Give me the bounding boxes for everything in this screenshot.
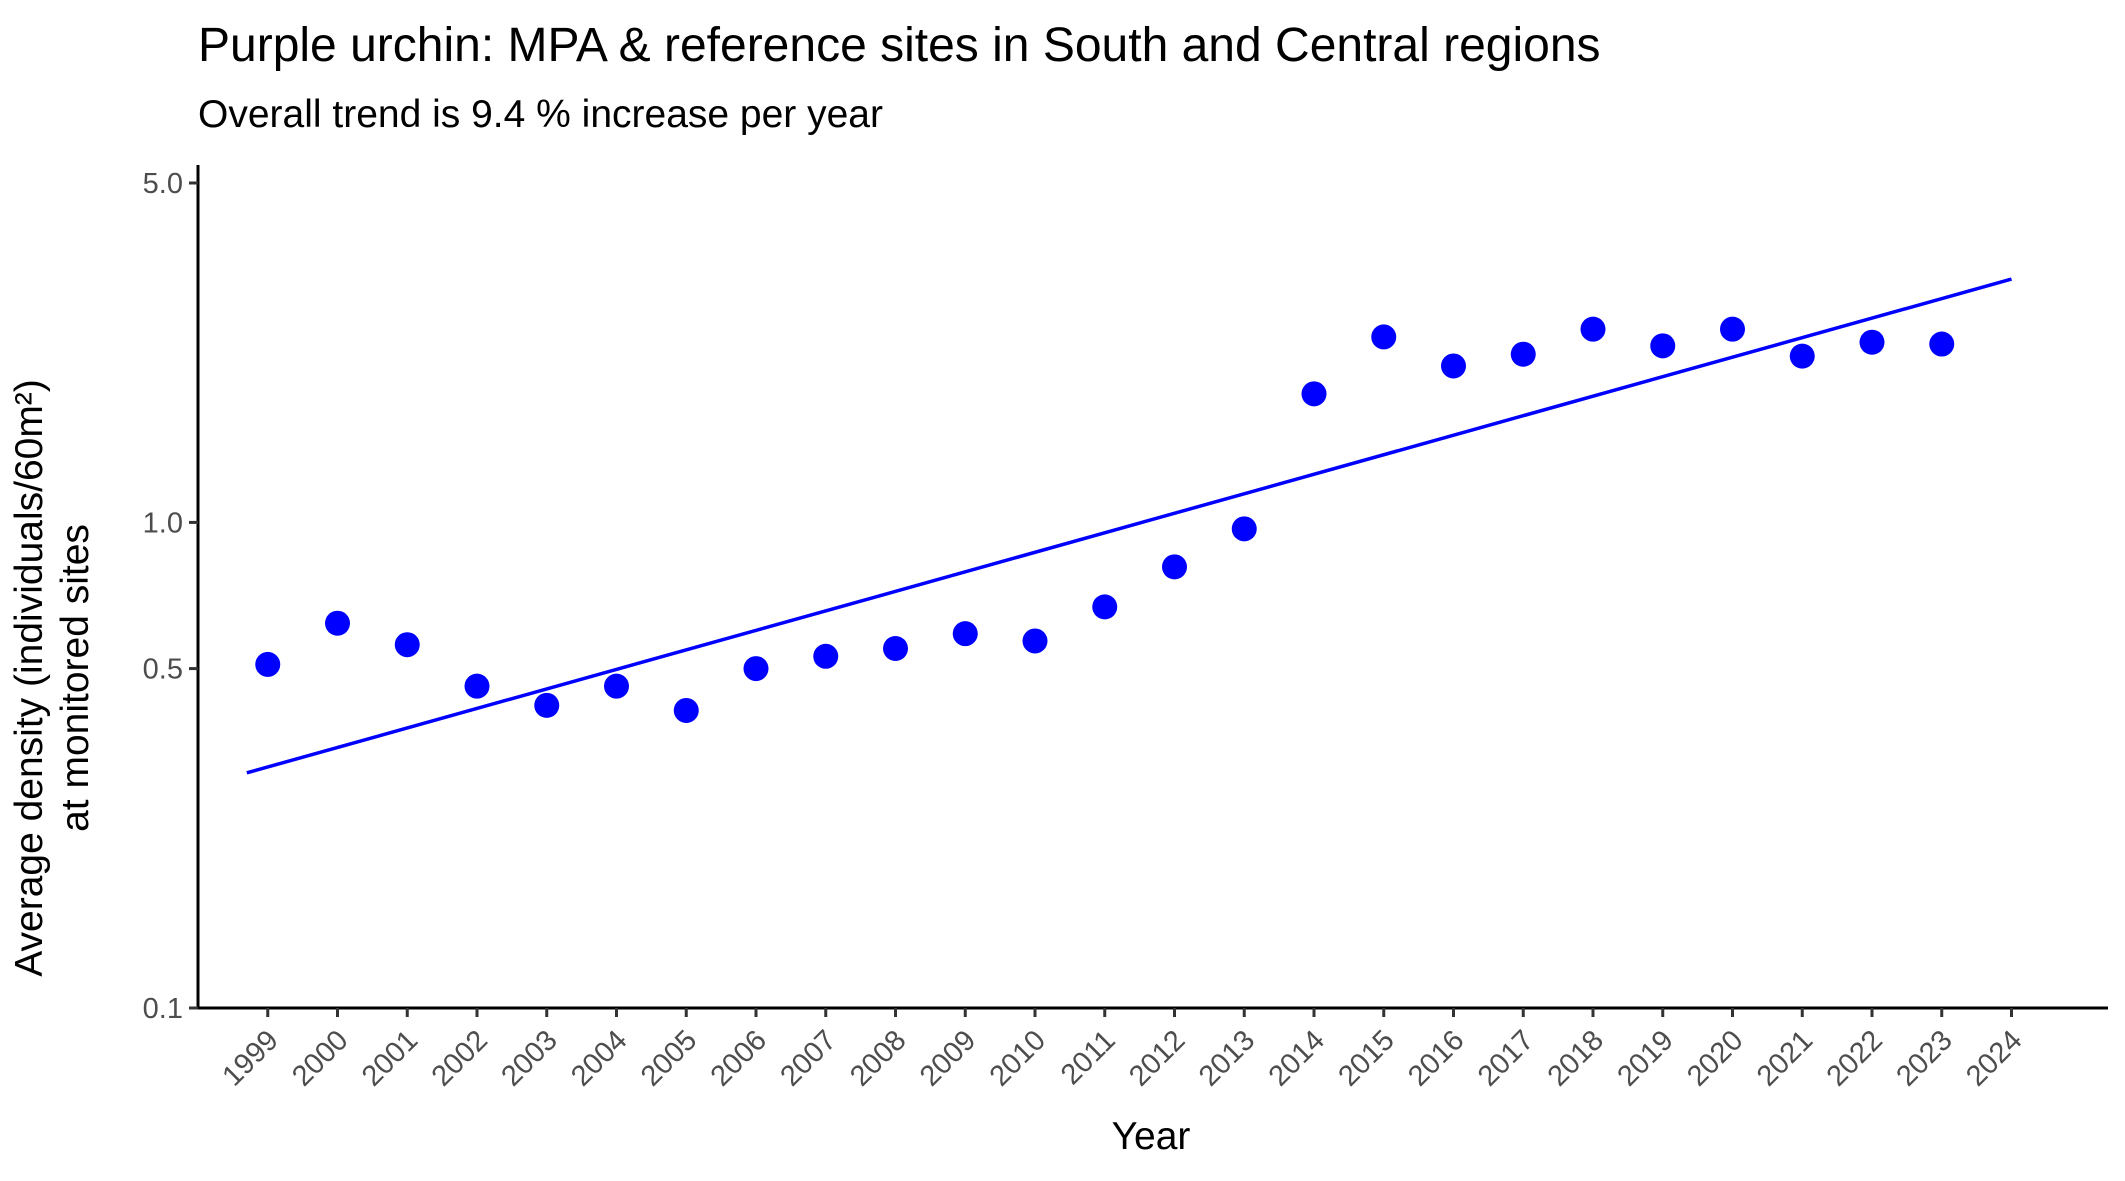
x-tick-label: 2008 — [844, 1024, 912, 1092]
data-point — [1859, 329, 1885, 355]
x-tick-label: 2003 — [495, 1024, 563, 1092]
x-tick-label: 2024 — [1960, 1024, 2028, 1092]
x-tick-label: 2001 — [356, 1024, 424, 1092]
x-tick-label: 2017 — [1472, 1024, 1540, 1092]
data-point — [325, 610, 350, 636]
y-axis-title-line1: Average density (individuals/60m²) — [8, 379, 51, 977]
data-point — [1371, 324, 1397, 350]
x-tick-label: 2007 — [774, 1024, 842, 1092]
x-tick-label: 2016 — [1402, 1024, 1470, 1092]
y-tick-label: 0.1 — [143, 993, 183, 1025]
x-tick-label: 2022 — [1821, 1024, 1889, 1092]
data-point — [952, 621, 978, 647]
data-point — [743, 656, 769, 682]
x-tick-label: 2002 — [426, 1024, 494, 1092]
data-point — [1789, 343, 1815, 369]
x-tick-label: 2000 — [286, 1024, 354, 1092]
data-point — [1510, 341, 1536, 367]
x-tick-label: 2004 — [565, 1024, 633, 1092]
x-tick-label: 2014 — [1263, 1024, 1331, 1092]
data-point — [1720, 316, 1745, 342]
data-point — [1022, 628, 1048, 654]
data-point — [534, 692, 560, 718]
x-tick-label: 2009 — [914, 1024, 982, 1092]
y-tick-label: 5.0 — [143, 168, 183, 200]
data-point — [255, 651, 281, 677]
data-point — [883, 635, 908, 661]
x-tick-label: 2019 — [1611, 1024, 1679, 1092]
data-point — [604, 673, 629, 699]
trend-line — [246, 277, 2012, 775]
x-tick-label: 2020 — [1681, 1024, 1749, 1092]
x-tick-label: 2010 — [984, 1024, 1052, 1092]
data-point — [1929, 331, 1955, 357]
x-tick-label: 2021 — [1751, 1024, 1819, 1092]
data-point — [464, 673, 490, 699]
chart-subtitle: Overall trend is 9.4 % increase per year — [198, 93, 883, 136]
x-tick-label: 2023 — [1890, 1024, 1958, 1092]
x-tick-label: 2012 — [1123, 1024, 1191, 1092]
x-tick-label: 2013 — [1193, 1024, 1261, 1092]
y-axis-title: Average density (individuals/60m²) at mo… — [8, 379, 97, 977]
data-point — [1231, 516, 1257, 542]
x-tick-label: 1999 — [216, 1024, 284, 1092]
data-point — [394, 632, 420, 658]
x-tick-label: 2011 — [1055, 1024, 1122, 1091]
data-point — [1650, 333, 1676, 359]
y-axis-title-line2: at monitored sites — [54, 524, 97, 832]
data-point — [1162, 554, 1187, 580]
y-tick-label: 1.0 — [143, 507, 183, 539]
plot-area: 0.1 0.5 1.0 5.0 1999 2000 2001 2002 2003 2004 2005… — [143, 165, 2108, 1093]
x-axis-title: Year — [1112, 1115, 1191, 1158]
x-tick-label: 2006 — [705, 1024, 773, 1092]
data-point — [1441, 353, 1466, 379]
x-tick-label: 2018 — [1542, 1024, 1610, 1092]
data-point — [813, 643, 839, 669]
data-point — [1092, 594, 1118, 620]
chart-title: Purple urchin: MPA & reference sites in … — [198, 19, 1601, 72]
y-tick-label: 0.5 — [143, 654, 183, 686]
data-point — [673, 697, 699, 723]
x-tick-label: 2005 — [635, 1024, 703, 1092]
data-point — [1301, 381, 1327, 407]
data-point — [1580, 316, 1606, 342]
x-tick-label: 2015 — [1332, 1024, 1400, 1092]
